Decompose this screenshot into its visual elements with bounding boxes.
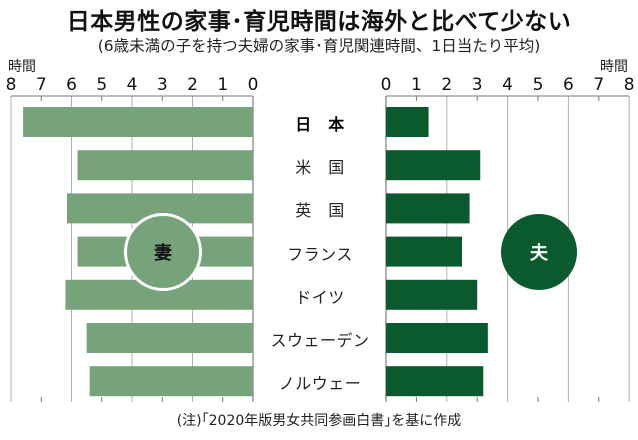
right-tick-label: 1 bbox=[410, 75, 422, 95]
right-tick-label: 7 bbox=[593, 75, 605, 95]
left-tick-label: 1 bbox=[217, 75, 229, 95]
wife-bar bbox=[77, 150, 253, 181]
left-tick-label: 4 bbox=[126, 75, 138, 95]
chart-title: 日本男性の家事･育児時間は海外と比べて少ない bbox=[66, 9, 572, 35]
right-tick-label: 6 bbox=[562, 75, 574, 95]
husband-bar bbox=[386, 193, 470, 224]
husband-legend-badge: 夫 bbox=[501, 214, 577, 290]
country-label: ノルウェー bbox=[278, 374, 362, 394]
husband-bar bbox=[386, 323, 488, 353]
country-label: ドイツ bbox=[295, 287, 345, 307]
husband-bar bbox=[386, 150, 481, 181]
wife-legend-badge: 妻 bbox=[124, 213, 202, 291]
left-axis-unit: 時間 bbox=[8, 59, 36, 75]
wife-bar bbox=[89, 366, 254, 397]
country-label: 英 国 bbox=[295, 201, 345, 221]
wife-bar bbox=[23, 107, 253, 137]
left-tick-label: 5 bbox=[96, 75, 108, 95]
wife-bar bbox=[86, 323, 253, 353]
right-tick-label: 5 bbox=[532, 75, 544, 95]
left-tick-label: 7 bbox=[35, 75, 47, 95]
right-tick-label: 3 bbox=[471, 75, 483, 95]
footnote: (注)｢2020年版男女共同参画白書｣を基に作成 bbox=[176, 413, 462, 429]
left-tick-label: 8 bbox=[5, 75, 17, 95]
chart-subtitle: (6歳未満の子を持つ夫婦の家事･育児関連時間、1日当たり平均) bbox=[97, 37, 541, 55]
husband-bar bbox=[386, 107, 429, 137]
right-tick-label: 8 bbox=[623, 75, 635, 95]
left-tick-label: 2 bbox=[187, 75, 198, 95]
right-tick-label: 4 bbox=[502, 75, 513, 95]
country-label: スウェーデン bbox=[270, 331, 370, 350]
country-label: 米 国 bbox=[295, 158, 345, 178]
right-tick-label: 0 bbox=[380, 75, 392, 95]
country-label: 日 本 bbox=[295, 115, 345, 134]
left-tick-label: 0 bbox=[247, 75, 259, 95]
country-label: フランス bbox=[287, 244, 353, 264]
husband-bar bbox=[386, 236, 462, 267]
left-tick-label: 3 bbox=[156, 75, 168, 95]
right-tick-label: 2 bbox=[441, 75, 453, 95]
husband-bar bbox=[386, 366, 484, 397]
right-axis-unit: 時間 bbox=[600, 59, 628, 75]
husband-bar bbox=[386, 279, 478, 310]
left-tick-label: 6 bbox=[66, 75, 77, 95]
